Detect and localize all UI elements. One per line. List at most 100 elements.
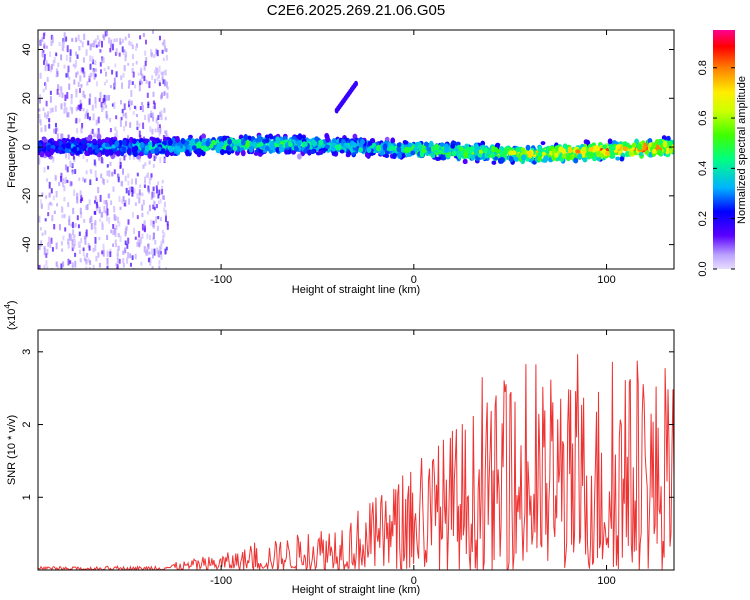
heat-cell [325,144,330,149]
heat-cell [202,145,208,152]
heat-cell [45,150,50,157]
heat-cell [156,247,159,254]
heat-cell [42,32,45,40]
heat-cell [49,108,52,114]
heat-cell [66,92,69,99]
heat-cell [138,158,141,162]
heat-cell [201,133,207,140]
heat-cell [63,38,65,44]
heat-cell [64,102,67,110]
heat-cell [115,130,118,137]
heat-cell [157,200,160,204]
heat-cell [115,224,118,230]
heat-cell [86,159,88,163]
heat-cell [79,39,82,43]
heat-cell [130,178,133,185]
heat-cell [101,107,104,112]
snr-multiplier-close: ) [6,300,18,304]
heat-cell [152,164,155,168]
heat-cell [407,142,413,148]
heat-cell [112,186,115,192]
heat-cell [60,54,63,61]
heat-cell [78,46,81,51]
heat-cell [85,170,88,175]
heat-cell [88,199,91,205]
heat-cell [152,91,155,97]
heat-cell [421,148,427,153]
heat-cell [47,242,50,247]
heat-cell [75,37,78,43]
heat-cell [664,147,670,155]
heat-cell [561,153,567,159]
heat-cell [490,152,496,158]
heat-cell [158,74,160,79]
heat-cell [168,146,174,153]
heat-cell [133,105,136,109]
heat-cell [149,261,152,266]
heat-cell [185,149,190,157]
heat-cell [582,157,588,163]
heat-cell [139,106,142,110]
heat-cell [69,160,72,168]
heat-cell [130,262,132,267]
heat-cell [191,145,197,151]
heat-cell [105,200,108,204]
heat-cell [143,184,146,188]
heat-cell [141,223,144,231]
heat-cell [39,199,42,205]
heat-cell [114,83,117,87]
heat-cell [125,225,128,231]
heat-cell [124,227,127,234]
heat-cell [127,219,130,225]
heat-cell [45,60,48,67]
heat-cell [49,90,52,95]
heat-cell [41,232,44,236]
heat-cell [120,75,123,81]
heat-cell [154,147,160,155]
heat-cell [65,142,71,149]
heat-cell [152,105,155,109]
heat-cell [74,223,77,228]
heat-cell [146,249,149,256]
heat-cell [92,113,95,121]
heat-cell [39,227,42,231]
heat-cell [406,152,411,157]
heat-cell [154,155,157,160]
heat-cell [54,174,57,181]
heat-cell [92,138,97,144]
heat-cell [126,243,129,249]
heat-cell [55,52,58,57]
heat-cell [85,229,88,237]
heat-cell [153,54,156,58]
heat-cell [134,84,137,89]
heat-cell [111,69,114,75]
heat-cell [158,80,161,84]
heat-cell [56,265,59,269]
heat-cell [89,63,92,70]
heat-cell [463,151,468,159]
heat-cell [57,62,60,68]
heat-cell [165,246,168,251]
heat-cell [111,144,116,149]
heat-cell [105,214,108,222]
heat-cell [43,42,46,46]
heat-cell [43,264,46,269]
heat-cell [88,267,91,269]
heat-cell [96,35,99,40]
heat-cell [136,215,139,220]
heat-cell [111,103,114,107]
heat-cell [71,262,74,268]
heat-cell [162,235,165,241]
heat-cell [389,146,395,151]
heat-cell [180,137,186,145]
heat-cell [145,174,148,178]
heat-cell [104,150,110,157]
heat-cell [157,216,160,220]
heat-cell [151,128,154,135]
heat-cell [45,195,48,199]
heat-cell [49,96,52,103]
heat-cell [245,141,250,148]
heat-cell [83,219,86,223]
heat-cell [90,222,93,230]
heat-cell [148,204,151,212]
